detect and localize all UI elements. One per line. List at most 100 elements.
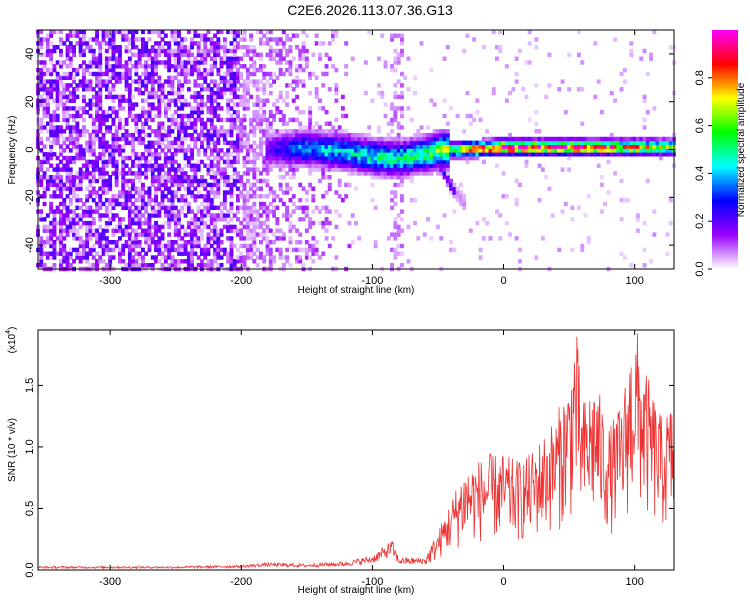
spectrogram-cell: [265, 167, 270, 172]
spectrogram-cell: [262, 155, 267, 161]
spectrogram-cell: [265, 117, 270, 123]
spectrogram-cell: [68, 48, 73, 54]
spectrogram-cell: [124, 37, 129, 42]
spectrogram-cell: [177, 79, 181, 84]
spectrogram-cell: [131, 243, 135, 249]
spectrogram-cell: [400, 194, 404, 199]
spectrogram-cell: [373, 144, 378, 149]
spectrogram-cell: [354, 186, 358, 191]
spectrogram-cell: [111, 255, 116, 260]
spectrogram-cell: [216, 52, 221, 57]
spectrogram-cell: [193, 213, 198, 218]
spectrogram-cell: [160, 255, 165, 260]
spectrogram-cell: [59, 247, 63, 253]
spectrogram-cell: [65, 228, 70, 233]
spectrogram-cell: [180, 52, 185, 57]
spectrogram-cell: [331, 125, 335, 130]
spectrogram-cell: [255, 194, 260, 199]
spectrogram-cell: [318, 163, 322, 168]
spectrogram-cell: [39, 240, 44, 245]
spectrogram-cell: [65, 121, 70, 126]
spectrogram-cell: [534, 37, 539, 42]
spectrogram-cell: [131, 136, 135, 142]
spectrogram-cell: [49, 182, 54, 188]
spectrogram-cell: [472, 117, 476, 123]
spectrogram-cell: [118, 71, 122, 77]
spectrogram-cell: [134, 45, 139, 50]
spectrogram-cell: [426, 171, 431, 176]
spectrogram-cell: [229, 259, 234, 264]
spectrogram-cell: [583, 148, 588, 153]
spectrogram-cell: [295, 144, 299, 149]
spectrogram-cell: [245, 213, 250, 218]
spectrogram-cell: [426, 163, 431, 168]
spectrogram-cell: [95, 136, 99, 142]
spectrogram-cell: [200, 98, 204, 103]
spectrogram-cell: [245, 220, 250, 226]
spectrogram-cell: [334, 67, 339, 73]
spectrogram-cell: [213, 56, 217, 61]
spectrogram-cell: [242, 129, 247, 134]
spectrogram-cell: [78, 113, 83, 119]
spectrogram-cell: [291, 201, 296, 207]
spectrogram-cell: [252, 45, 257, 50]
spectrogram-cell: [275, 194, 280, 199]
spectrogram-cell: [308, 140, 313, 145]
spectrogram-cell: [101, 132, 106, 138]
spectrogram-cell: [662, 144, 667, 149]
spectrogram-cell: [577, 148, 581, 153]
spectrogram-cell: [268, 251, 273, 256]
spectrogram-cell: [262, 194, 267, 199]
spectrogram-cell: [229, 56, 234, 61]
spectrogram-cell: [288, 228, 293, 233]
spectrogram-cell: [121, 247, 126, 253]
spectrogram-cell: [196, 102, 201, 107]
spectrogram-cell: [462, 201, 467, 207]
spectrogram-cell: [363, 60, 368, 65]
spectrogram-cell: [150, 236, 155, 241]
spectrogram-cell: [180, 175, 185, 180]
spectrogram-cell: [173, 159, 178, 165]
spectrogram-cell: [183, 251, 188, 256]
spectrogram-cell: [213, 190, 217, 195]
spectrogram-cell: [288, 71, 293, 77]
spectrogram-cell: [262, 98, 267, 103]
spectrogram-cell: [400, 52, 404, 57]
spectrogram-cell: [327, 144, 332, 149]
spectrogram-cell: [324, 144, 329, 149]
spectrogram-cell: [334, 140, 339, 145]
spectrogram-cell: [183, 102, 188, 107]
spectrogram-cell: [134, 152, 139, 157]
spectrogram-cell: [157, 259, 162, 264]
spectrogram-cell: [137, 190, 142, 195]
spectrogram-cell: [232, 45, 237, 50]
spectrogram-cell: [642, 220, 647, 226]
spectrogram-cell: [154, 79, 158, 84]
spectrogram-cell: [118, 251, 122, 256]
spectrogram-cell: [196, 263, 201, 268]
spectrogram-cell: [265, 194, 270, 199]
spectrogram-cell: [380, 140, 385, 145]
spectrogram-cell: [124, 178, 129, 184]
spectrogram-cell: [577, 152, 581, 157]
spectrogram-cell: [340, 106, 345, 111]
spectrogram-cell: [285, 52, 290, 57]
spectrogram-cell: [272, 148, 276, 153]
spectrogram-cell: [127, 194, 132, 199]
spectrogram-cell: [288, 48, 293, 54]
spectrogram-cell: [242, 83, 247, 88]
spectrogram-cell: [209, 113, 214, 119]
spectrogram-cell: [495, 209, 499, 214]
spectrogram-cell: [173, 121, 178, 126]
spectrogram-cell: [632, 148, 637, 153]
spectrogram-cell: [413, 152, 417, 157]
spectrogram-cell: [173, 228, 178, 233]
spectrogram-cell: [219, 167, 224, 172]
spectrogram-cell: [393, 155, 398, 161]
spectrogram-cell: [321, 152, 326, 157]
spectrogram-cell: [72, 106, 76, 111]
spectrogram-cell: [55, 186, 60, 191]
spectrogram-cell: [344, 148, 349, 153]
spectrogram-cell: [200, 37, 204, 42]
spectrogram-cell: [160, 251, 165, 256]
